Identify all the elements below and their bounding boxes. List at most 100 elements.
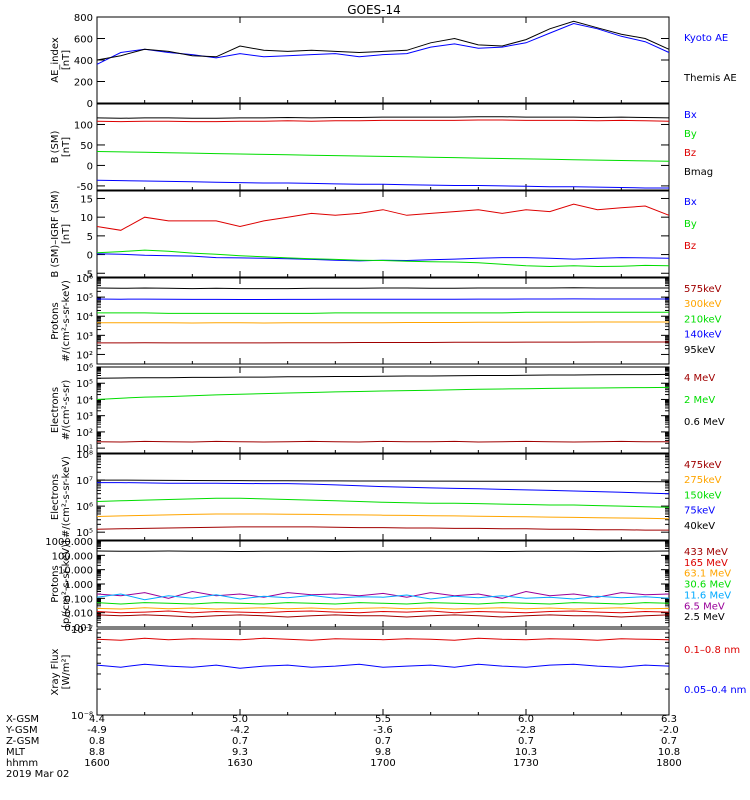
legend-63-1-mev: 63.1 MeV [684, 569, 731, 580]
panel-epead: 10¹ 10² 10³ 10⁴ 10⁵ 10⁶ Electrons #/(cm²-s-sr) 4… [50, 363, 725, 455]
series-575kev [97, 341, 669, 344]
y-tick-label: 200 [74, 78, 93, 89]
legend-bx: Bx [684, 110, 697, 121]
y-tick-label: 10⁶ [76, 363, 93, 374]
series-433-mev [96, 614, 670, 618]
orbit-value: 0.8 [89, 736, 105, 747]
y-tick-label: 5 [87, 232, 93, 243]
orbit-value: 10.8 [658, 747, 680, 758]
y-tick-label: 0 [87, 161, 93, 172]
orbit-value: 0.7 [661, 736, 677, 747]
orbit-value: 1630 [227, 758, 252, 769]
legend-bz: Bz [684, 148, 696, 159]
y-tick-label: 10⁵ [76, 379, 93, 390]
legend-by: By [684, 219, 697, 230]
series-bmag [96, 116, 670, 119]
panel-frame [96, 16, 670, 104]
y-axis-label: Protons [50, 302, 61, 339]
legend-bz: Bz [684, 241, 696, 252]
y-tick-label: 1000.000 [45, 537, 93, 548]
y-axis-label: B (SM)–IGRF (SM) [50, 190, 61, 277]
orbit-value: -2.8 [516, 725, 536, 736]
y-axis-label: Electrons [50, 474, 61, 520]
series-30-6-mev [96, 602, 670, 605]
orbit-value: 6.0 [518, 714, 534, 725]
orbit-value: 1730 [513, 758, 538, 769]
orbit-value: 0.7 [232, 736, 248, 747]
y-tick-label: -5 [83, 269, 93, 280]
legend-2-5-mev: 2.5 MeV [684, 612, 725, 623]
series-bx [96, 179, 669, 189]
y-tick-label: 800 [74, 13, 93, 24]
y-axis-label: AE_index [50, 37, 61, 83]
orbit-row-label: hhmm [6, 758, 38, 769]
y-axis-label: [nT] [61, 137, 72, 157]
series-0-1-0-8-nm [96, 637, 670, 641]
series-140kev [96, 298, 669, 300]
series-75kev [97, 482, 670, 495]
orbit-row-label: MLT [6, 747, 26, 758]
orbit-value: 1800 [656, 758, 681, 769]
series-2-mev [96, 386, 670, 400]
plot-date: 2019 Mar 02 [6, 769, 69, 780]
orbit-value: 5.0 [232, 714, 248, 725]
legend-by: By [684, 129, 697, 140]
series-11-6-mev [96, 593, 670, 601]
series-150kev [96, 497, 670, 508]
panel-frame [96, 628, 670, 716]
series-kyoto-ae [96, 22, 670, 65]
series-6-5-mev [96, 590, 670, 599]
y-tick-label: 10² [76, 428, 93, 439]
panel-frame [96, 540, 670, 628]
y-tick-label: 0 [87, 251, 93, 262]
y-tick-label: 10⁶ [76, 502, 93, 513]
series-210kev [97, 311, 669, 314]
orbit-value: 0.7 [518, 736, 534, 747]
legend-4-mev: 4 MeV [684, 373, 715, 384]
orbit-value: 0.7 [375, 736, 391, 747]
y-tick-label: 10³ [76, 412, 93, 423]
y-axis-label: Electrons [50, 387, 61, 433]
orbit-value: 4.4 [89, 714, 105, 725]
legend-themis-ae: Themis AE [683, 73, 737, 84]
orbit-value: 6.3 [661, 714, 677, 725]
panel-bigrf: -5 0 5 10 15 B (SM)–IGRF (SM) [nT] Bx By Bz [50, 190, 697, 280]
orbit-value: -3.6 [373, 725, 393, 736]
series-4-mev [96, 440, 669, 443]
y-axis-label: B (SM) [50, 130, 61, 163]
panel-epeadp: 0.001 0.010 0.100 1.000 10.000 100.000 1000.00… [45, 537, 731, 634]
orbit-row-label: X-GSM [6, 714, 39, 725]
legend-0-1-0-8-nm: 0.1–0.8 nm [684, 645, 740, 656]
series-95kev [96, 287, 669, 290]
series-0-05-0-4-nm [96, 663, 670, 669]
legend-575kev: 575keV [684, 284, 722, 295]
orbit-value: -4.9 [87, 725, 107, 736]
y-tick-label: 0.100 [64, 594, 93, 605]
y-tick-label: 100.000 [52, 551, 93, 562]
orbit-value: 5.5 [375, 714, 391, 725]
y-tick-label: 10⁵ [76, 528, 93, 539]
legend-150kev: 150keV [684, 490, 722, 501]
y-tick-label: 10⁶ [76, 274, 93, 285]
series-165-mev [96, 610, 670, 614]
series-0-6-mev [96, 373, 670, 379]
legend-30-6-mev: 30.6 MeV [684, 580, 731, 591]
legend-40kev: 40keV [684, 521, 715, 532]
series-bx [96, 253, 670, 262]
y-tick-label: 10⁵ [76, 293, 93, 304]
legend-kyoto-ae: Kyoto AE [684, 33, 728, 44]
orbit-value: 1700 [370, 758, 395, 769]
y-axis-label: [nT] [61, 224, 72, 244]
legend-95kev: 95keV [684, 345, 715, 356]
y-tick-label: 10⁴ [76, 395, 93, 406]
series-by [96, 249, 670, 268]
y-tick-label: 50 [80, 141, 93, 152]
y-tick-label: 10 [80, 213, 93, 224]
y-tick-label: 10⁸ [76, 450, 93, 461]
orbit-value: -2.0 [659, 725, 679, 736]
orbit-value: 9.8 [375, 747, 391, 758]
series-themis-ae [96, 20, 670, 61]
legend-bx: Bx [684, 197, 697, 208]
y-tick-label: 10⁷ [76, 476, 93, 487]
